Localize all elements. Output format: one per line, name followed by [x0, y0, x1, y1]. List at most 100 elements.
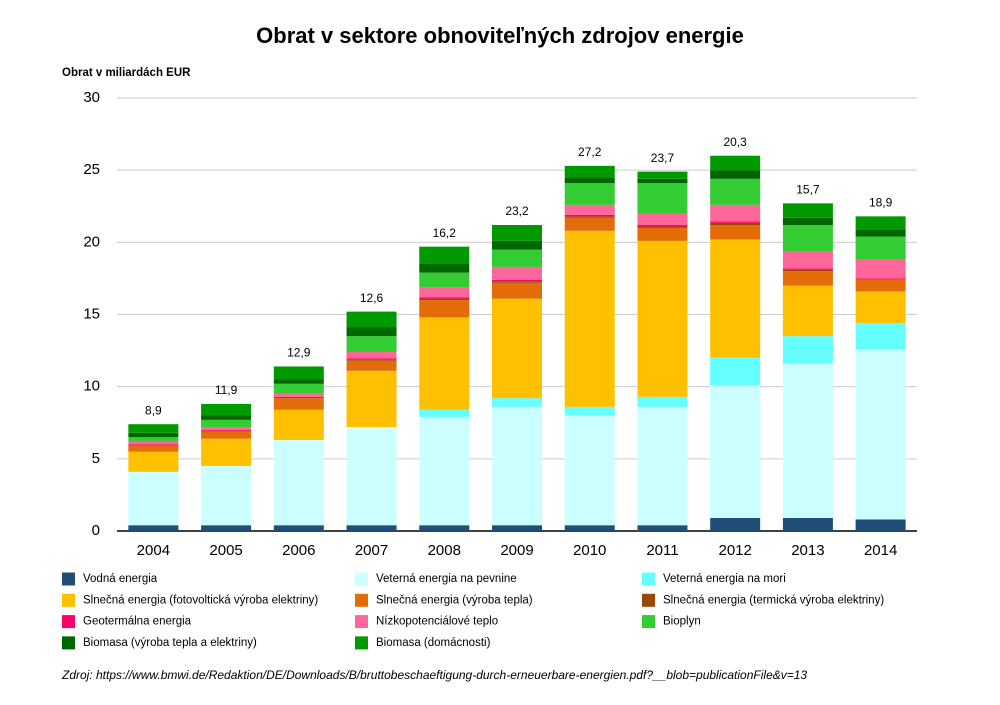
bar-segment — [855, 323, 906, 350]
bar-segment — [346, 336, 397, 353]
bar-label: 23,2 — [505, 204, 529, 218]
legend-label: Veterná energia na pevnine — [376, 573, 517, 585]
legend-label: Biomasa (domácnosti) — [376, 637, 491, 649]
legend-swatch — [62, 615, 75, 629]
bar-segment — [564, 525, 615, 531]
bar-segment — [419, 263, 470, 273]
bar-segment — [273, 525, 324, 531]
bar-segment — [637, 213, 688, 226]
bar-segment — [492, 282, 542, 299]
bar-segment — [128, 444, 179, 446]
legend-swatch — [642, 615, 655, 629]
bar-segment — [346, 427, 397, 526]
bar-segment — [782, 285, 833, 337]
bar-segment — [492, 281, 542, 283]
bar-segment — [637, 406, 688, 526]
bar-segment — [273, 398, 324, 410]
bar-label: 8,9 — [145, 403, 162, 417]
bar-label: 18,9 — [869, 196, 893, 210]
x-tick-label: 2010 — [573, 542, 606, 559]
bar-segment — [201, 466, 252, 526]
y-tick-label: 20 — [83, 233, 100, 250]
bar-segment — [855, 519, 906, 531]
bar-segment — [492, 298, 542, 399]
bar-segment — [201, 431, 252, 439]
bar-segment — [782, 268, 833, 270]
legend-swatch — [355, 593, 368, 607]
legend-label: Nízkopotenciálové teplo — [376, 616, 498, 628]
x-tick-label: 2004 — [137, 542, 170, 559]
bar-segment — [346, 359, 397, 361]
bar-segment — [710, 204, 761, 222]
bar-segment — [564, 217, 615, 231]
x-tick-label: 2007 — [355, 542, 388, 559]
bar-segment — [637, 240, 688, 397]
y-tick-label: 25 — [83, 161, 100, 178]
bar-segment — [346, 358, 397, 360]
bar-segment — [710, 170, 761, 179]
bar-segment — [710, 155, 761, 171]
y-tick-label: 10 — [83, 378, 100, 395]
bar-segment — [710, 225, 761, 240]
legend-label: Veterná energia na mori — [663, 573, 786, 585]
legend-swatch — [355, 636, 368, 650]
legend-label: Bioplyn — [663, 616, 701, 628]
bar-segment — [201, 403, 252, 416]
bar-segment — [637, 178, 688, 184]
bar-segment — [419, 287, 470, 298]
bar-segment — [273, 440, 324, 526]
legend-label: Slnečná energia (fotovoltická výroba ele… — [83, 594, 318, 606]
x-tick-label: 2011 — [646, 542, 678, 559]
x-tick-label: 2006 — [282, 542, 315, 559]
bar-label: 12,9 — [287, 346, 311, 360]
bar-segment — [710, 518, 761, 531]
bar-segment — [273, 396, 324, 398]
legend-swatch — [642, 593, 655, 607]
bar-segment — [782, 269, 833, 272]
bar-segment — [346, 360, 397, 371]
bar-segment — [855, 236, 906, 260]
bar-label: 16,2 — [433, 226, 457, 240]
bar-segment — [273, 366, 324, 380]
legend-label: Biomasa (výroba tepla a elektriny) — [83, 637, 257, 649]
bar-segment — [637, 226, 688, 228]
bar-segment — [855, 349, 906, 520]
bar-segment — [637, 171, 688, 179]
bar-label: 12,6 — [360, 291, 384, 305]
bar-segment — [855, 278, 906, 280]
bar-segment — [492, 240, 542, 250]
bar-segment — [346, 370, 397, 428]
bar-segment — [492, 279, 542, 282]
bar-segment — [128, 525, 179, 531]
bar-label: 27,2 — [578, 145, 602, 159]
legend-swatch — [355, 615, 368, 629]
legend-label: Vodná energia — [83, 573, 158, 585]
bar-segment — [564, 214, 615, 217]
bar-segment — [419, 246, 470, 264]
bar-segment — [564, 183, 615, 205]
bar-segment — [710, 239, 761, 358]
bar-segment — [492, 249, 542, 267]
bar-segment — [855, 279, 906, 292]
bar-segment — [710, 385, 761, 519]
bar-segment — [782, 363, 833, 519]
bar-segment — [855, 291, 906, 324]
bar-segment — [128, 424, 179, 433]
bar-label: 20,3 — [724, 135, 748, 149]
y-tick-label: 0 — [92, 522, 100, 539]
bar-segment — [419, 300, 470, 318]
x-tick-label: 2008 — [428, 542, 461, 559]
bar-segment — [128, 432, 179, 438]
bar-segment — [419, 409, 470, 417]
bar-segment — [855, 259, 906, 279]
legend-label: Slnečná energia (termická výroba elektri… — [663, 594, 884, 606]
bar-segment — [855, 216, 906, 230]
bar-segment — [346, 311, 397, 328]
legend-swatch — [62, 572, 75, 586]
bar-label: 15,7 — [796, 183, 820, 197]
bar-segment — [637, 396, 688, 407]
legend-label: Geotermálna energia — [83, 616, 192, 628]
bar-segment — [637, 227, 688, 241]
bar-segment — [564, 406, 615, 416]
bar-segment — [201, 438, 252, 467]
